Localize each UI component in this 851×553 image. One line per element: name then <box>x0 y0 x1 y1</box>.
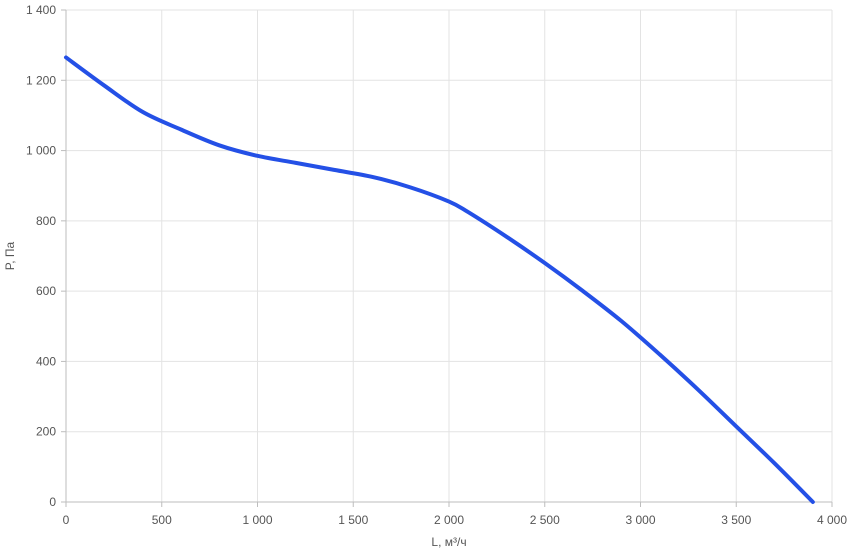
y-tick-label: 600 <box>36 284 56 298</box>
y-tick-label: 1 200 <box>26 73 56 87</box>
y-tick-label: 200 <box>36 425 56 439</box>
x-tick-label: 3 500 <box>721 513 751 527</box>
x-tick-label: 1 000 <box>242 513 272 527</box>
grid <box>65 9 833 503</box>
axes <box>61 9 833 507</box>
series <box>64 55 815 504</box>
tick-labels: 0 500 1 000 1 500 2 000 2 500 3 000 3 500 4 000 0… <box>26 3 847 527</box>
x-tick-label: 3 000 <box>625 513 655 527</box>
y-tick-label: 1 400 <box>26 3 56 17</box>
series-line-0 <box>64 55 815 504</box>
y-tick-label: 400 <box>36 354 56 368</box>
x-tick-label: 1 500 <box>338 513 368 527</box>
y-tick-label: 0 <box>49 495 56 509</box>
x-tick-label: 2 500 <box>530 513 560 527</box>
x-axis-title: L, м³/ч <box>431 535 466 549</box>
x-tick-label: 4 000 <box>817 513 847 527</box>
y-tick-label: 1 000 <box>26 144 56 158</box>
y-tick-label: 800 <box>36 214 56 228</box>
x-tick-label: 0 <box>63 513 70 527</box>
y-axis-title: P, Па <box>3 241 17 270</box>
x-tick-label: 500 <box>152 513 172 527</box>
x-tick-label: 2 000 <box>434 513 464 527</box>
